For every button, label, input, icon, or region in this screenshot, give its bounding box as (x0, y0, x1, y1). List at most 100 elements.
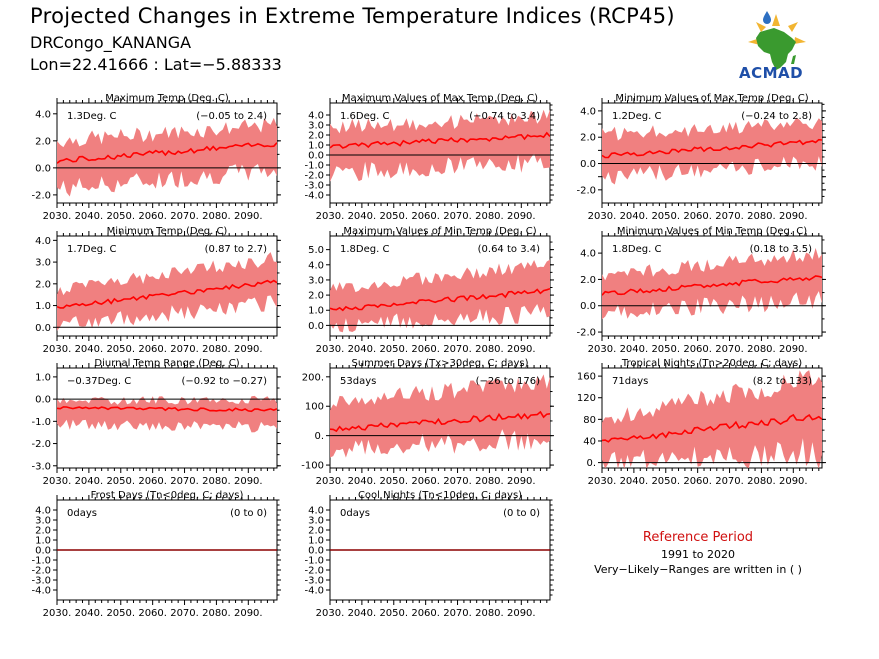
y-tick-label: 0.0 (580, 301, 596, 312)
y-tick-label: 1.0 (308, 536, 324, 547)
y-tick-label: -4.0 (304, 586, 324, 597)
chart-stat: 0days (67, 508, 97, 519)
median-line (57, 279, 277, 309)
x-tick-label: 2080. (475, 344, 504, 355)
y-tick-label: 2.0 (580, 275, 596, 286)
median-line (602, 275, 822, 296)
y-tick-label: 2.0 (35, 136, 51, 147)
x-tick-label: 2060. (138, 344, 167, 355)
x-tick-label: 2060. (683, 344, 712, 355)
x-tick-label: 2030. (316, 211, 345, 222)
y-tick-label: 1.0 (35, 536, 51, 547)
chart-range: (8.2 to 133) (753, 376, 812, 387)
median-line (602, 138, 822, 159)
x-tick-label: 2030. (43, 211, 72, 222)
y-tick-label: 4.0 (308, 260, 324, 271)
x-tick-label: 2090. (234, 211, 263, 222)
x-tick-label: 2030. (316, 344, 345, 355)
chart-title: Diurnal Temp Range (Deg. C) (94, 358, 239, 369)
chart-title: Minimum Values of Max Temp (Deg. C) (615, 93, 808, 104)
x-tick-label: 2030. (43, 344, 72, 355)
y-tick-label: 2.0 (308, 131, 324, 142)
y-tick-label: -2.0 (31, 190, 51, 201)
x-tick-label: 2040. (348, 476, 377, 487)
x-tick-label: 2080. (747, 211, 776, 222)
x-tick-label: 2060. (138, 476, 167, 487)
chart-stat: 1.6Deg. C (340, 111, 389, 122)
x-tick-label: 2040. (75, 608, 104, 619)
likely-range-band (602, 247, 822, 320)
x-tick-label: 2030. (43, 608, 72, 619)
x-tick-label: 2080. (475, 476, 504, 487)
x-tick-label: 2090. (507, 608, 536, 619)
x-tick-label: 2040. (620, 344, 649, 355)
x-tick-label: 2060. (411, 608, 440, 619)
x-tick-label: 2080. (202, 344, 231, 355)
x-tick-label: 2080. (202, 608, 231, 619)
y-tick-label: -2.0 (304, 171, 324, 182)
x-tick-label: 2090. (779, 344, 808, 355)
y-tick-label: 0.0 (35, 546, 51, 557)
chart-tr: 0. 40 80 120 160 2030. 2040. 2050. 2060. 2070. 208… (577, 358, 826, 487)
likely-range-band (602, 117, 822, 185)
x-tick-label: 2030. (316, 476, 345, 487)
x-tick-label: 2090. (507, 211, 536, 222)
y-tick-label: -100 (301, 461, 324, 472)
chart-range: (0.18 to 3.5) (750, 244, 812, 255)
y-tick-label: 160 (577, 372, 596, 383)
y-tick-label: 200. (302, 372, 324, 383)
x-tick-label: 2070. (443, 344, 472, 355)
x-tick-label: 2060. (138, 608, 167, 619)
y-tick-label: -3.0 (31, 461, 51, 472)
y-tick-label: 100 (305, 402, 324, 413)
x-tick-label: 2030. (43, 476, 72, 487)
likely-range-band (330, 109, 550, 182)
chart-title: Maximum Values of Min Temp (Deg. C) (343, 226, 536, 237)
x-tick-label: 2090. (234, 476, 263, 487)
x-tick-label: 2030. (588, 344, 617, 355)
x-tick-label: 2050. (106, 344, 135, 355)
y-tick-label: 2.0 (580, 133, 596, 144)
x-tick-label: 2070. (170, 476, 199, 487)
x-tick-label: 2040. (620, 211, 649, 222)
y-tick-label: -2.0 (576, 185, 596, 196)
x-tick-label: 2070. (715, 344, 744, 355)
x-tick-label: 2070. (170, 211, 199, 222)
likely-range-band (57, 395, 277, 433)
x-tick-label: 2050. (651, 476, 680, 487)
x-tick-label: 2090. (779, 211, 808, 222)
y-tick-label: -1.0 (304, 161, 324, 172)
x-tick-label: 2040. (348, 608, 377, 619)
reference-period-note: Very−Likely−Ranges are written in ( ) (594, 563, 802, 576)
y-tick-label: 4.0 (580, 106, 596, 117)
x-tick-label: 2030. (588, 211, 617, 222)
likely-range-band (330, 259, 550, 333)
y-tick-label: -2.0 (31, 439, 51, 450)
y-tick-label: 0.0 (308, 321, 324, 332)
chart-stat: 71days (612, 376, 648, 387)
x-tick-label: 2030. (316, 608, 345, 619)
median-line (57, 142, 277, 164)
chart-title: Minimum Temp (Deg. C) (107, 226, 228, 237)
x-tick-label: 2060. (683, 211, 712, 222)
x-tick-label: 2050. (379, 211, 408, 222)
y-tick-label: 0.0 (580, 159, 596, 170)
reference-period-years: 1991 to 2020 (660, 548, 736, 561)
water-drop-icon (763, 11, 771, 24)
x-tick-label: 2040. (348, 344, 377, 355)
y-tick-label: -4.0 (304, 191, 324, 202)
y-tick-label: 0. (314, 431, 324, 442)
chart-title: Summer Days (Tx>30deg. C; days) (351, 358, 528, 369)
chart-title: Maximum Temp (Deg. C) (105, 93, 229, 104)
x-tick-label: 2050. (379, 476, 408, 487)
y-tick-label: -4.0 (31, 586, 51, 597)
x-tick-label: 2060. (683, 476, 712, 487)
chart-title: Frost Days (Tn<0deg. C; days) (91, 490, 244, 501)
x-tick-label: 2050. (106, 211, 135, 222)
median-line (602, 413, 822, 443)
